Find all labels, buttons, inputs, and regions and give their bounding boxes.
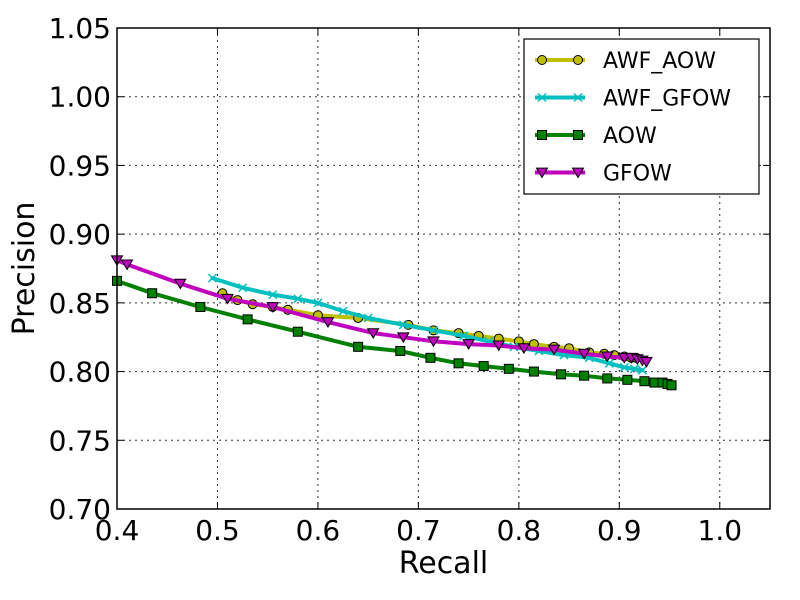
legend-item: AWF_GFOW — [535, 87, 731, 112]
y-tick-label: 1.05 — [49, 12, 111, 45]
y-tick-label: 0.85 — [49, 287, 111, 320]
data-point — [266, 302, 280, 313]
data-point — [147, 288, 158, 299]
data-point — [547, 344, 561, 356]
legend-marker — [573, 130, 583, 140]
ticks — [116, 27, 770, 510]
legend-marker — [573, 92, 583, 103]
legend-label: AOW — [603, 124, 657, 149]
data-point — [425, 352, 436, 363]
series-line — [115, 278, 674, 388]
data-point — [221, 293, 234, 305]
y-tick-label: 0.80 — [49, 356, 111, 389]
x-tick-label: 0.9 — [597, 514, 642, 547]
data-point — [503, 363, 514, 374]
data-point — [238, 283, 248, 293]
legend-item: AOW — [535, 124, 657, 149]
x-tick-label: 0.4 — [95, 514, 140, 547]
legend-marker — [537, 55, 547, 65]
data-point — [173, 278, 187, 290]
x-tick-label: 0.7 — [396, 514, 441, 547]
data-point — [363, 313, 373, 323]
data-point — [462, 339, 475, 351]
data-point — [120, 259, 134, 271]
data-point — [602, 373, 613, 384]
data-point — [268, 290, 278, 300]
data-point — [517, 343, 531, 355]
legend-item: AWF_AOW — [535, 49, 716, 74]
x-axis-title: Recall — [399, 546, 489, 581]
series-gfow — [110, 255, 653, 368]
plot-frame — [116, 27, 771, 510]
y-tick-label: 0.90 — [49, 218, 111, 251]
data-point — [528, 366, 539, 377]
data-point — [292, 326, 303, 337]
legend-item: GFOW — [535, 162, 672, 187]
x-tick-label: 0.6 — [296, 514, 341, 547]
data-point — [398, 320, 408, 330]
legend-marker — [537, 92, 547, 103]
legend-marker — [571, 167, 585, 179]
series-awf-gfow — [207, 273, 647, 375]
data-point — [453, 358, 464, 369]
data-point — [492, 340, 506, 352]
data-point — [195, 301, 206, 312]
data-point — [459, 331, 469, 341]
data-point — [293, 294, 303, 304]
data-point — [600, 351, 614, 363]
data-point — [640, 357, 653, 368]
series-layer — [110, 255, 677, 391]
data-point — [242, 314, 253, 325]
data-point — [353, 341, 364, 352]
data-point — [577, 348, 591, 360]
y-axis-title: Precision — [7, 202, 42, 336]
legend-marker — [537, 130, 547, 140]
data-point — [579, 370, 590, 381]
y-tick-label: 0.95 — [49, 149, 111, 182]
x-tick-label: 0.8 — [497, 514, 542, 547]
legend-label: AWF_GFOW — [603, 87, 731, 112]
legend-box — [523, 38, 760, 195]
data-point — [666, 380, 677, 391]
data-point — [639, 376, 650, 387]
data-point — [207, 273, 217, 283]
y-tick-label: 0.75 — [49, 424, 111, 457]
data-point — [366, 328, 380, 340]
data-point — [313, 298, 323, 308]
y-tick-label: 1.00 — [49, 81, 111, 114]
data-point — [637, 365, 647, 375]
legend-label: AWF_AOW — [603, 49, 716, 74]
data-point — [395, 345, 406, 356]
x-tick-label: 1.0 — [698, 514, 743, 547]
legend-marker — [535, 167, 549, 179]
data-point — [321, 317, 335, 329]
y-tick-label: 0.70 — [49, 493, 111, 526]
data-point — [428, 325, 438, 335]
series-aow — [112, 275, 677, 391]
data-point — [427, 336, 440, 348]
data-point — [629, 364, 639, 374]
data-point — [338, 306, 348, 316]
tick-labels: 0.4 0.5 0.6 0.7 0.8 0.9 1.0 0.70 0.75 0.80 0.85 0.9… — [49, 12, 742, 547]
legend-marker — [573, 55, 583, 65]
data-point — [556, 369, 567, 380]
data-point — [396, 332, 410, 344]
legend: AWF_AOW AWF_GFOW AOW GFOW — [523, 38, 760, 195]
data-point — [478, 361, 489, 372]
data-point — [622, 374, 633, 385]
x-tick-label: 0.5 — [195, 514, 240, 547]
data-point — [619, 362, 629, 372]
legend-label: GFOW — [603, 162, 672, 187]
grid — [117, 28, 770, 509]
